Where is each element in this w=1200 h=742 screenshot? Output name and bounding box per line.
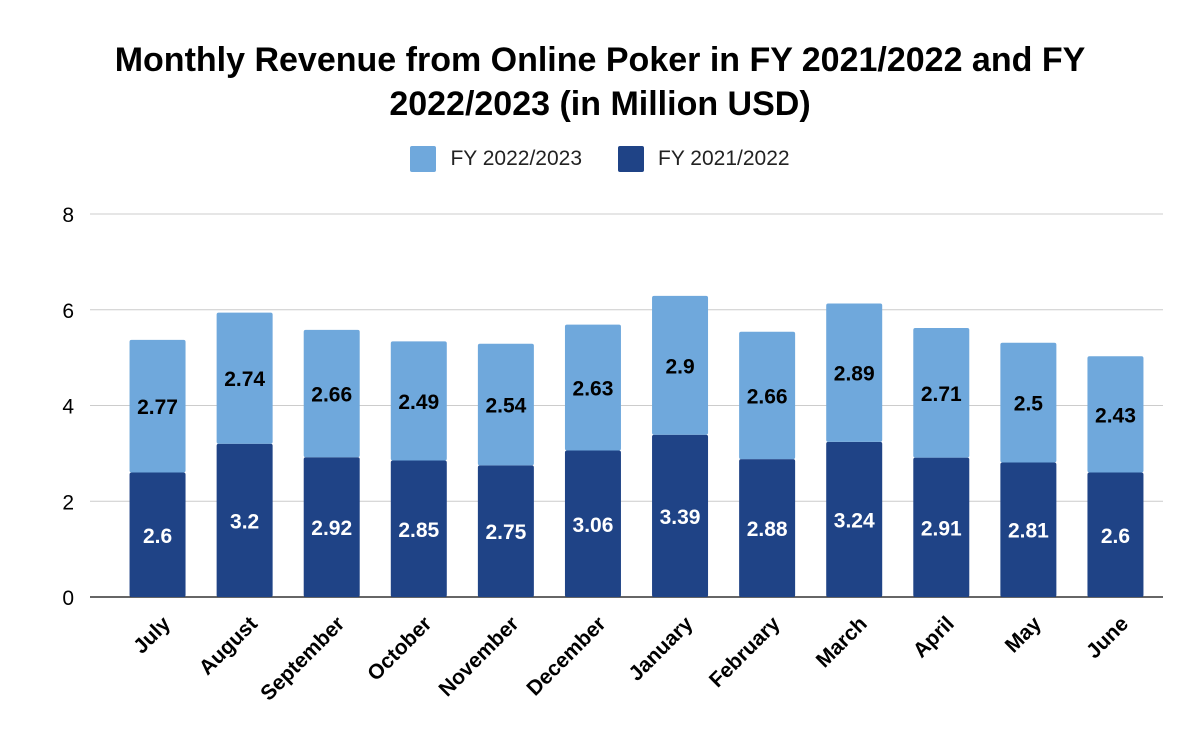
data-label-fy-2022-2023-november: 2.54 [485,395,526,418]
x-tick-label-march: March [812,612,872,672]
x-tick-label-october: October [363,612,436,685]
x-tick-label-january: January [624,612,697,685]
bar-fy-2021-2022-november [477,465,534,597]
data-label-fy-2022-2023-october: 2.49 [398,391,439,414]
data-label-fy-2021-2022-december: 3.06 [573,514,614,537]
bar-fy-2022-2023-february [739,331,796,460]
y-tick-label: 2 [62,491,74,514]
bar-fy-2021-2022-may [1000,462,1057,597]
data-label-fy-2021-2022-november: 2.75 [485,521,526,544]
bar-fy-2022-2023-march [826,303,883,442]
legend-label-fy-2021-2022: FY 2021/2022 [658,147,790,170]
x-tick-label-april: April [909,612,959,662]
data-label-fy-2021-2022-august: 3.2 [230,510,259,533]
bar-fy-2022-2023-august [216,312,273,444]
x-tick-label-february: February [705,612,785,692]
chart-title-line-1: Monthly Revenue from Online Poker in FY … [114,41,1086,79]
chart-title-line-2: 2022/2023 (in Million USD) [389,85,811,123]
y-tick-label: 6 [62,300,74,323]
bar-fy-2022-2023-october [390,341,447,461]
bar-fy-2021-2022-march [826,441,883,597]
data-label-fy-2022-2023-february: 2.66 [747,385,788,408]
data-label-fy-2021-2022-march: 3.24 [834,509,875,532]
data-label-fy-2022-2023-september: 2.66 [311,384,352,407]
x-tick-label-august: August [195,612,262,679]
legend-item-fy-2021-2022: FY 2021/2022 [618,146,790,172]
bar-fy-2022-2023-july [129,339,186,473]
data-label-fy-2022-2023-july: 2.77 [137,396,178,419]
legend-label-fy-2022-2023: FY 2022/2023 [450,147,582,170]
bar-fy-2021-2022-january [652,434,709,597]
chart-legend: FY 2022/2023 FY 2021/2022 [0,146,1200,172]
y-tick-label: 0 [62,587,74,610]
x-tick-label-september: September [256,612,349,705]
chart-title: Monthly Revenue from Online Poker in FY … [0,38,1200,126]
data-label-fy-2022-2023-june: 2.43 [1095,404,1136,427]
data-label-fy-2021-2022-april: 2.91 [921,517,962,540]
y-tick-label: 8 [62,204,74,227]
bar-fy-2021-2022-september [303,457,360,597]
data-label-fy-2021-2022-october: 2.85 [398,519,439,542]
x-tick-label-july: July [129,612,175,658]
bar-fy-2022-2023-april [913,327,970,458]
bar-fy-2022-2023-may [1000,342,1057,463]
data-label-fy-2022-2023-april: 2.71 [921,383,962,406]
data-label-fy-2022-2023-january: 2.9 [665,355,694,378]
bar-fy-2021-2022-august [216,443,273,597]
data-label-fy-2021-2022-february: 2.88 [747,518,788,541]
bar-fy-2021-2022-july [129,472,186,597]
data-label-fy-2022-2023-march: 2.89 [834,363,875,386]
data-label-fy-2022-2023-august: 2.74 [224,368,265,391]
x-tick-label-june: June [1082,612,1133,663]
bar-fy-2021-2022-june [1087,472,1144,597]
y-tick-label: 4 [62,396,74,419]
bar-fy-2021-2022-october [390,460,447,597]
legend-swatch-fy-2022-2023 [410,146,437,172]
data-label-fy-2022-2023-may: 2.5 [1014,393,1044,416]
bar-fy-2022-2023-september [303,329,360,458]
bar-fy-2022-2023-november [477,343,534,466]
data-label-fy-2022-2023-december: 2.63 [573,378,614,401]
legend-swatch-fy-2021-2022 [618,146,644,172]
data-label-fy-2021-2022-july: 2.6 [143,525,172,548]
bar-fy-2021-2022-april [913,457,970,597]
bar-fy-2022-2023-december [564,324,621,451]
legend-item-fy-2022-2023: FY 2022/2023 [410,146,582,172]
data-label-fy-2021-2022-may: 2.81 [1008,520,1049,543]
x-tick-label-december: December [522,612,610,700]
data-label-fy-2021-2022-january: 3.39 [660,506,701,529]
bar-fy-2021-2022-december [564,450,621,597]
x-tick-label-may: May [1001,612,1046,657]
bar-fy-2022-2023-june [1087,356,1144,473]
bar-fy-2022-2023-january [652,295,709,435]
x-tick-label-november: November [435,612,524,701]
data-label-fy-2021-2022-september: 2.92 [311,517,352,540]
data-label-fy-2021-2022-june: 2.6 [1101,525,1130,548]
bar-fy-2021-2022-february [739,459,796,597]
